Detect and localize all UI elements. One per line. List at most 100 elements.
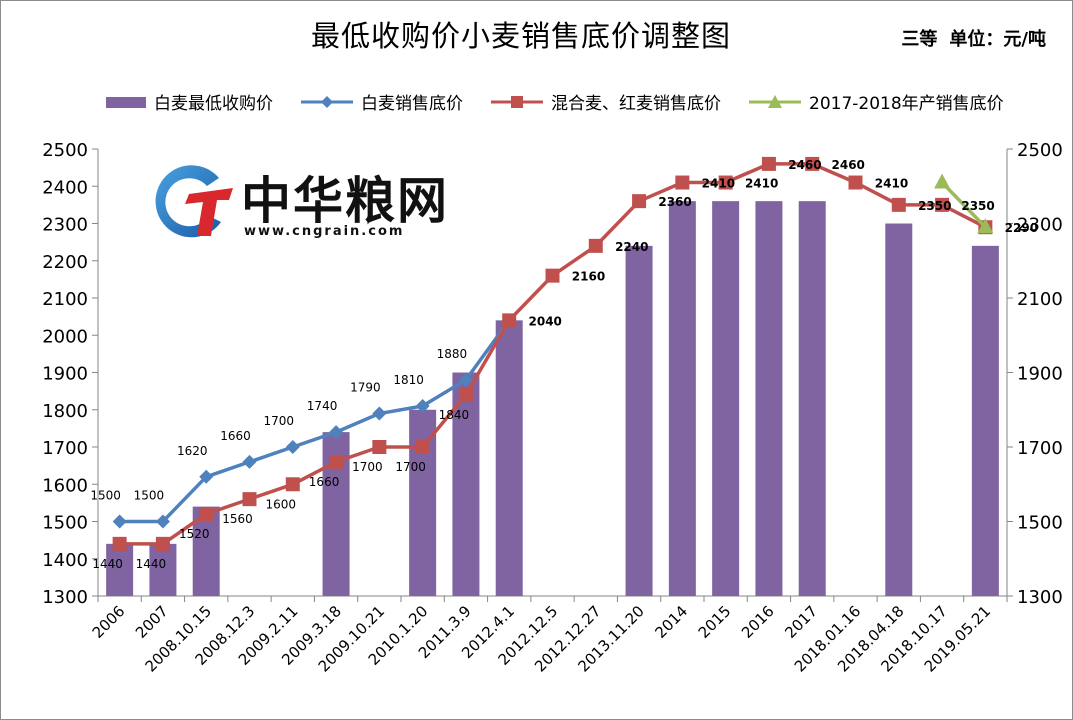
data-label-mixed: 1440 (92, 557, 123, 571)
data-point-triangle (977, 218, 994, 234)
data-point-diamond (372, 406, 387, 421)
data-point-diamond (242, 454, 257, 469)
y-tick-label: 1600 (42, 475, 88, 496)
y2-tick-label: 2300 (1017, 215, 1063, 236)
y-tick-label: 2200 (42, 252, 88, 273)
chart-title: 最低收购价小麦销售底价调整图 (310, 19, 731, 53)
y2-tick-label: 1300 (1017, 587, 1063, 608)
legend-label-mixed-line: 混合麦、红麦销售底价 (551, 94, 721, 114)
data-point-square (632, 194, 647, 209)
data-label-white: 1810 (393, 373, 424, 387)
data-point-square (285, 477, 300, 492)
data-point-square (805, 156, 820, 171)
data-label-mixed: 1560 (222, 512, 253, 526)
data-point-square (372, 440, 387, 454)
y2-tick-label: 1900 (1017, 364, 1063, 385)
data-label-mixed: 1700 (352, 460, 383, 474)
y-tick-label: 1300 (42, 587, 88, 608)
watermark-url: www.cngrain.com (244, 224, 405, 239)
data-label-white: 1880 (437, 347, 468, 361)
y2-tick-label: 1700 (1017, 438, 1063, 459)
legend-item-mixed-line: 混合麦、红麦销售底价 (489, 89, 721, 114)
cngrain-logo (155, 165, 233, 238)
data-label-mixed: 1600 (266, 497, 297, 511)
legend-item-bar: 白麦最低收购价 (106, 89, 273, 114)
bar (106, 543, 134, 596)
legend-square-line-swatch (491, 95, 543, 108)
legend: 白麦最低收购价 白麦销售底价 混合麦、红麦销售底价 2017-2018年产销售底… (106, 89, 1030, 114)
bar (971, 245, 999, 596)
data-point-square (935, 197, 950, 212)
data-point-square (588, 238, 603, 253)
data-point-square (502, 313, 517, 328)
bar (452, 372, 480, 596)
data-label-mixed: 2410 (745, 177, 778, 191)
legend-label-bar: 白麦最低收购价 (154, 94, 273, 114)
data-label-white: 1740 (307, 399, 338, 413)
data-label-white: 1700 (264, 414, 295, 428)
y-tick-label: 2500 (42, 140, 88, 161)
data-point-square (415, 440, 430, 454)
y-tick-label: 2400 (42, 177, 88, 198)
data-point-diamond (458, 372, 473, 387)
data-point-diamond (415, 399, 430, 414)
y-tick-label: 1800 (42, 401, 88, 422)
bar (798, 201, 826, 596)
data-label-mixed: 2410 (702, 177, 735, 191)
x-tick-label: 2016 (738, 602, 778, 642)
x-tick-label: 2007 (132, 602, 172, 642)
data-point-square (848, 175, 863, 190)
data-label-mixed: 2410 (875, 177, 908, 191)
data-point-square (545, 268, 560, 283)
data-point-square (329, 454, 344, 469)
data-label-mixed: 2040 (529, 314, 562, 328)
legend-diamond-line-swatch (301, 95, 353, 108)
data-point-square (155, 536, 170, 551)
data-point-square (891, 197, 906, 212)
data-point-square (199, 507, 214, 522)
data-point-square (718, 175, 733, 190)
data-label-mixed: 1840 (439, 408, 470, 422)
legend-label-white-line: 白麦销售底价 (361, 94, 463, 114)
y-tick-label: 2300 (42, 215, 88, 236)
data-point-square (458, 387, 473, 402)
y2-tick-label: 2500 (1017, 140, 1063, 161)
data-point-diamond (285, 440, 300, 454)
data-label-mixed: 2160 (572, 270, 605, 284)
data-point-square (112, 536, 127, 551)
data-label-mixed: 2240 (615, 240, 648, 254)
bar (755, 201, 783, 596)
data-label-white: 1620 (177, 444, 208, 458)
grade-text: 三等 (901, 29, 938, 50)
data-label-white: 1500 (134, 489, 165, 503)
y-tick-label: 2100 (42, 289, 88, 310)
data-label-mixed: 2460 (832, 158, 865, 172)
data-label-mixed: 2290 (1005, 221, 1038, 235)
data-label-white: 1660 (220, 429, 251, 443)
bar (495, 320, 523, 596)
x-tick-label: 2017 (781, 602, 821, 642)
y-tick-label: 1500 (42, 513, 88, 534)
data-label-mixed: 2350 (961, 199, 994, 213)
data-point-diamond (155, 514, 170, 529)
data-point-square (675, 175, 690, 190)
data-label-white: 1790 (350, 380, 381, 394)
series-line-1 (119, 319, 511, 524)
legend-triangle-line-swatch (749, 94, 801, 108)
x-tick-label: 2006 (89, 602, 129, 642)
bar (712, 201, 740, 596)
y-tick-label: 1400 (42, 550, 88, 571)
legend-item-white-line: 白麦销售底价 (299, 89, 463, 114)
data-point-triangle (934, 173, 951, 189)
data-point-diamond (329, 425, 344, 440)
data-label-mixed: 1660 (309, 475, 340, 489)
y2-tick-label: 1500 (1017, 513, 1063, 534)
data-label-mixed: 1700 (395, 460, 426, 474)
legend-bar-swatch (106, 96, 146, 108)
data-point-diamond (199, 469, 214, 484)
data-label-mixed: 2350 (918, 199, 951, 213)
y-tick-label: 1700 (42, 438, 88, 459)
y2-tick-label: 2100 (1017, 289, 1063, 310)
